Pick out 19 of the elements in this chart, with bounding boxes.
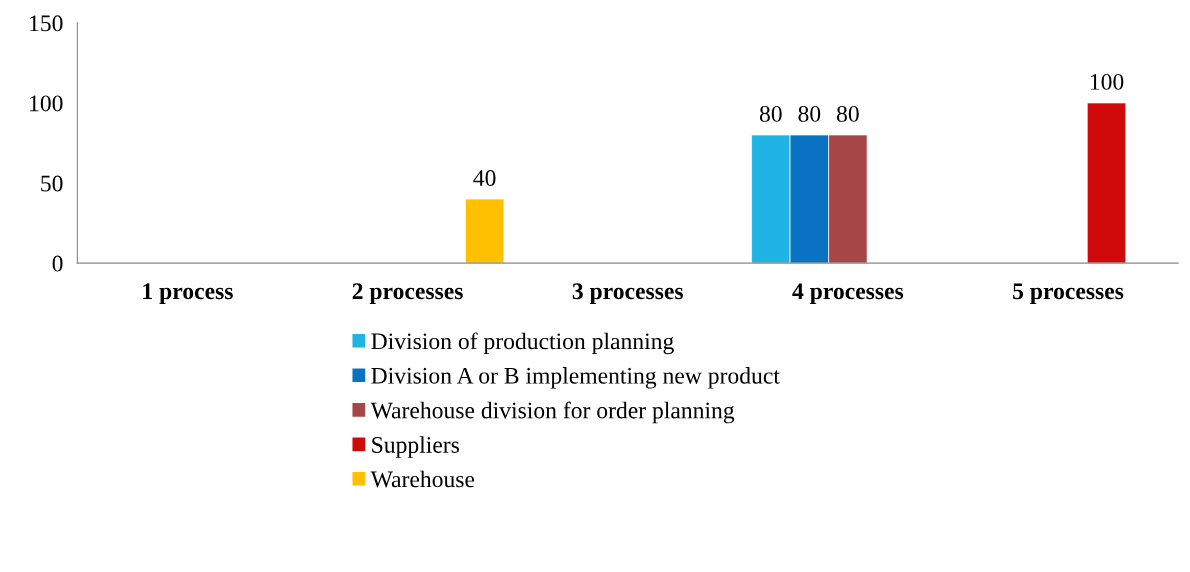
data-label: 40 — [473, 169, 496, 186]
y-tick-label: 100 — [30, 95, 63, 112]
data-label: 80 — [836, 105, 859, 122]
legend-label: Warehouse division for order planning — [370, 401, 735, 424]
x-tick-label: 2 processes — [352, 283, 463, 304]
data-label: 100 — [1090, 73, 1124, 90]
x-tick-label: 3 processes — [572, 283, 683, 304]
legend-label: Division A or B implementing new product — [371, 367, 780, 389]
legend-label: Suppliers — [372, 436, 460, 458]
y-tick-label: 50 — [41, 175, 63, 192]
y-tick-label: 150 — [30, 15, 63, 32]
x-tick-label: 5 processes — [1013, 283, 1124, 304]
x-tick-label: 1 process — [143, 283, 233, 304]
y-tick-label: 0 — [52, 255, 63, 272]
data-label: 80 — [759, 105, 782, 122]
data-label: 80 — [798, 105, 821, 122]
x-tick-label: 4 processes — [792, 283, 904, 304]
legend-label: Division of production planning — [371, 332, 674, 355]
legend-label: Warehouse — [370, 470, 475, 488]
